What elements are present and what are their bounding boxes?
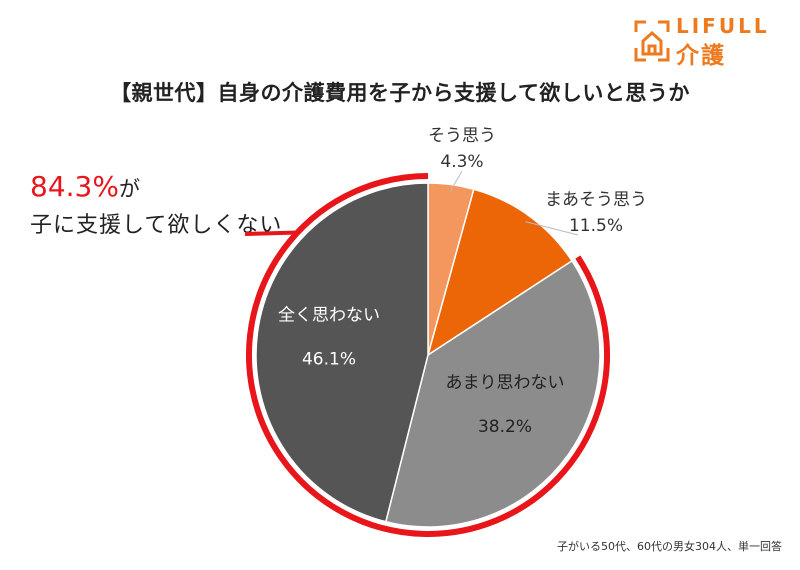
slice-label-1: まあそう思う [545, 190, 647, 210]
pie-slice-2 [384, 259, 601, 528]
slice-leader-line-0 [449, 170, 463, 192]
chart-title: 【親世代】自身の介護費用を子から支援して欲しいと思うか [110, 81, 690, 105]
slice-label-0: そう思う [428, 126, 496, 146]
slice-label-2: あまり思わない [446, 373, 565, 393]
pie-slice-1 [426, 188, 574, 357]
slice-label-3: 全く思わない [278, 306, 380, 326]
slice-value-3: 46.1% [302, 350, 356, 370]
slice-value-1: 11.5% [569, 216, 623, 236]
highlight-arc [246, 173, 610, 537]
highlight-suffix: が [118, 177, 140, 201]
brand-name-jp: 介護 [676, 43, 726, 69]
footnote: 子がいる50代、60代の男女304人、単一回答 [557, 540, 782, 553]
house-logo-icon [634, 20, 670, 62]
highlight-leader-line [244, 230, 298, 236]
highlight-value: 84.3% [30, 170, 119, 203]
highlight-callout: 84.3%が 子に支援して欲しくない [30, 170, 282, 239]
pie-slice-3 [255, 182, 429, 523]
slice-value-0: 4.3% [440, 152, 483, 172]
brand-name-en: LIFULL [676, 14, 770, 38]
brand-logo: LIFULL 介護 [632, 14, 782, 69]
slice-leader-line-1 [525, 221, 579, 236]
slice-value-2: 38.2% [478, 417, 532, 437]
highlight-text: 子に支援して欲しくない [30, 213, 283, 238]
